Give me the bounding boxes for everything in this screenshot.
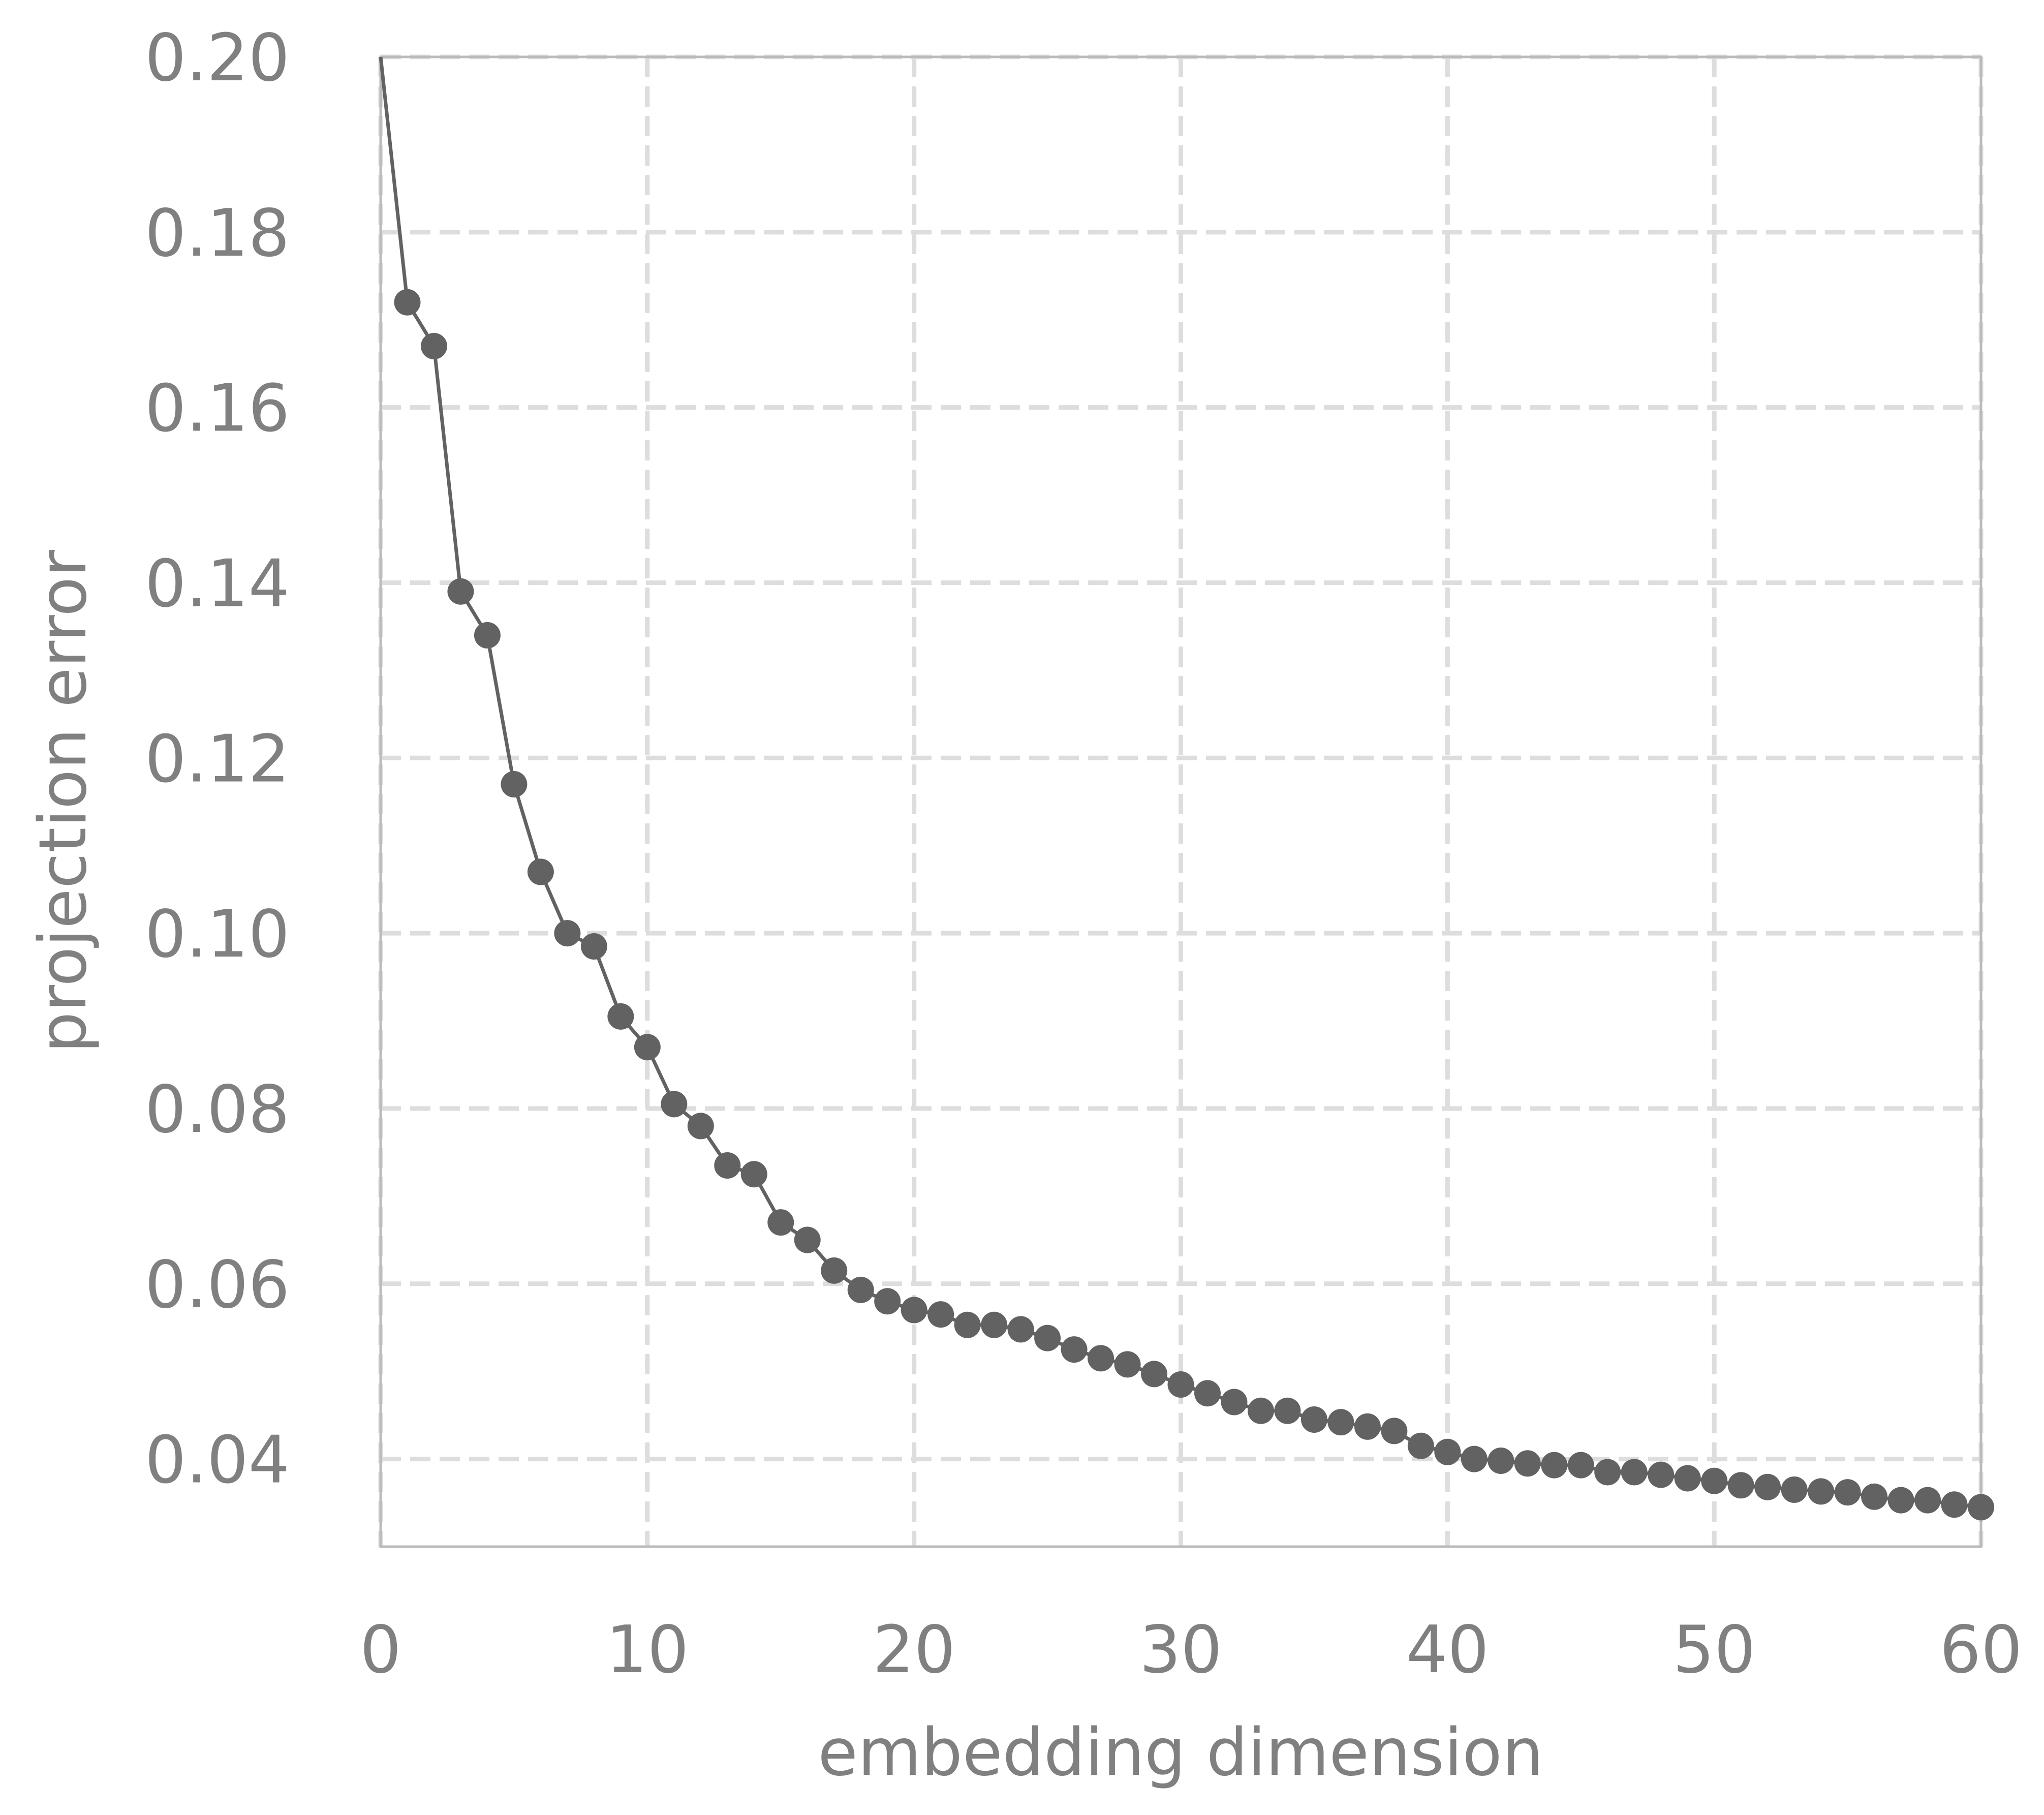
x-tick-label: 10 <box>606 1612 689 1688</box>
data-point <box>1407 1432 1434 1459</box>
data-point <box>794 1226 821 1253</box>
data-point <box>767 1209 794 1236</box>
data-point <box>1088 1345 1114 1372</box>
data-point <box>661 1091 688 1118</box>
x-tick-label: 60 <box>1940 1612 2023 1688</box>
y-tick-label: 0.16 <box>145 371 290 447</box>
y-tick-labels: 0.04 0.06 0.08 0.10 0.12 0.14 0.16 0.18 0.20 <box>145 20 290 1498</box>
data-point <box>1434 1438 1461 1465</box>
x-tick-label: 30 <box>1139 1612 1222 1688</box>
data-point <box>580 933 607 960</box>
data-point <box>1247 1397 1274 1424</box>
data-point <box>1034 1325 1061 1351</box>
data-point <box>1381 1418 1408 1444</box>
data-point <box>1754 1473 1781 1500</box>
x-tick-label: 20 <box>873 1612 955 1688</box>
data-point <box>740 1161 767 1188</box>
data-point <box>1061 1336 1088 1363</box>
y-tick-label: 0.10 <box>145 897 290 972</box>
data-point <box>1701 1467 1728 1494</box>
data-point <box>1594 1459 1621 1486</box>
data-point <box>1941 1491 1968 1518</box>
data-point <box>1834 1479 1861 1506</box>
y-tick-label: 0.20 <box>145 20 290 96</box>
data-point <box>1194 1380 1221 1407</box>
data-point <box>1621 1459 1648 1486</box>
data-point <box>847 1276 874 1303</box>
data-point <box>1167 1371 1194 1398</box>
data-point <box>874 1288 901 1315</box>
data-point <box>394 289 421 316</box>
data-point <box>1007 1316 1034 1343</box>
data-point <box>1141 1361 1168 1388</box>
data-point <box>901 1297 927 1324</box>
data-point <box>527 858 554 885</box>
data-point <box>1727 1472 1754 1499</box>
grid-lines <box>378 54 1984 1547</box>
data-point <box>821 1257 848 1284</box>
x-tick-label: 50 <box>1673 1612 1756 1688</box>
data-point <box>1781 1476 1808 1503</box>
x-axis-label: embedding dimension <box>818 1715 1543 1791</box>
data-point <box>420 332 447 359</box>
data-point <box>1861 1483 1888 1510</box>
data-point <box>1808 1478 1835 1505</box>
data-point <box>1648 1461 1675 1488</box>
data-point <box>1354 1413 1381 1440</box>
plot-frame <box>379 55 1983 1548</box>
y-tick-label: 0.18 <box>145 196 290 271</box>
y-tick-label: 0.08 <box>145 1072 290 1148</box>
data-point <box>607 1003 634 1030</box>
y-tick-label: 0.14 <box>145 546 290 622</box>
y-axis-label: projection error <box>25 550 101 1053</box>
data-point <box>1541 1452 1568 1479</box>
x-tick-label: 0 <box>360 1612 401 1688</box>
data-point <box>1327 1409 1354 1436</box>
data-point <box>1300 1406 1327 1433</box>
data-point <box>1968 1494 1994 1521</box>
x-tick-labels: 0 10 20 30 40 50 60 <box>360 1612 2022 1688</box>
data-point <box>1274 1397 1301 1424</box>
data-point <box>1461 1445 1488 1472</box>
data-point <box>554 920 581 947</box>
data-point <box>501 771 528 798</box>
data-point <box>1674 1465 1701 1492</box>
y-tick-label: 0.04 <box>145 1423 290 1498</box>
data-point <box>474 622 501 649</box>
data-point <box>927 1301 954 1328</box>
data-point <box>687 1113 714 1140</box>
series-layer <box>379 56 1994 1521</box>
data-point <box>1887 1487 1914 1514</box>
data-point <box>1114 1351 1141 1378</box>
data-point <box>1221 1389 1248 1416</box>
data-point <box>447 578 474 605</box>
x-tick-label: 40 <box>1406 1612 1489 1688</box>
data-point <box>1514 1450 1541 1477</box>
data-point <box>1488 1448 1514 1474</box>
data-point <box>981 1311 1008 1338</box>
y-tick-label: 0.06 <box>145 1247 290 1323</box>
y-tick-label: 0.12 <box>145 721 290 797</box>
data-point <box>634 1034 661 1061</box>
data-point <box>1567 1452 1594 1479</box>
data-point <box>1914 1487 1941 1514</box>
data-point <box>714 1152 741 1179</box>
data-point <box>954 1311 981 1338</box>
